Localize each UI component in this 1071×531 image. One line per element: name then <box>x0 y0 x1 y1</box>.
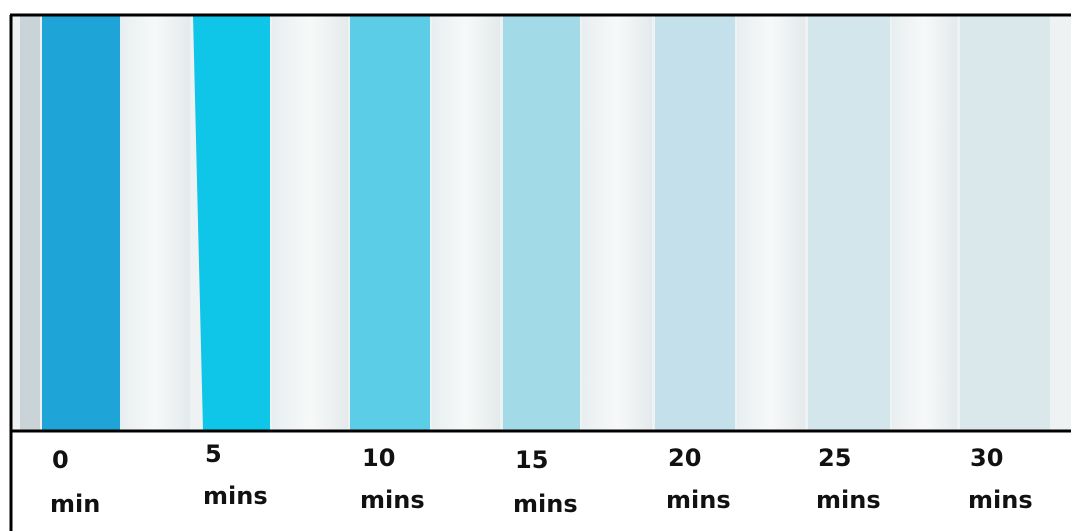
photo <box>12 15 1071 430</box>
time-label: 20 <box>668 444 701 472</box>
cuvette <box>960 15 1050 430</box>
time-label: 10 <box>362 444 395 472</box>
frame <box>9 13 1071 531</box>
unit-label: mins <box>666 486 731 514</box>
time-label: 0 <box>52 446 69 474</box>
cuvette <box>808 15 890 430</box>
cuvette <box>655 15 735 430</box>
time-label: 15 <box>515 446 548 474</box>
unit-label: min <box>50 490 100 518</box>
cuvette <box>193 15 270 430</box>
unit-label: mins <box>968 486 1033 514</box>
streak <box>432 15 500 430</box>
cuvette <box>350 15 430 430</box>
streak <box>892 15 957 430</box>
time-label: 25 <box>818 444 851 472</box>
unit-label: mins <box>513 490 578 518</box>
streak <box>272 15 348 430</box>
labels: 0 min 5 mins 10 mins 15 mins 20 mins 25 mins 30 mins <box>50 440 1033 518</box>
streak <box>20 15 40 430</box>
streak <box>120 15 190 430</box>
unit-label: mins <box>816 486 881 514</box>
cuvette <box>503 15 580 430</box>
unit-label: mins <box>203 482 268 510</box>
streak <box>737 15 805 430</box>
time-label: 30 <box>970 444 1003 472</box>
time-label: 5 <box>205 440 222 468</box>
unit-label: mins <box>360 486 425 514</box>
cuvette <box>42 15 120 430</box>
streak <box>582 15 652 430</box>
